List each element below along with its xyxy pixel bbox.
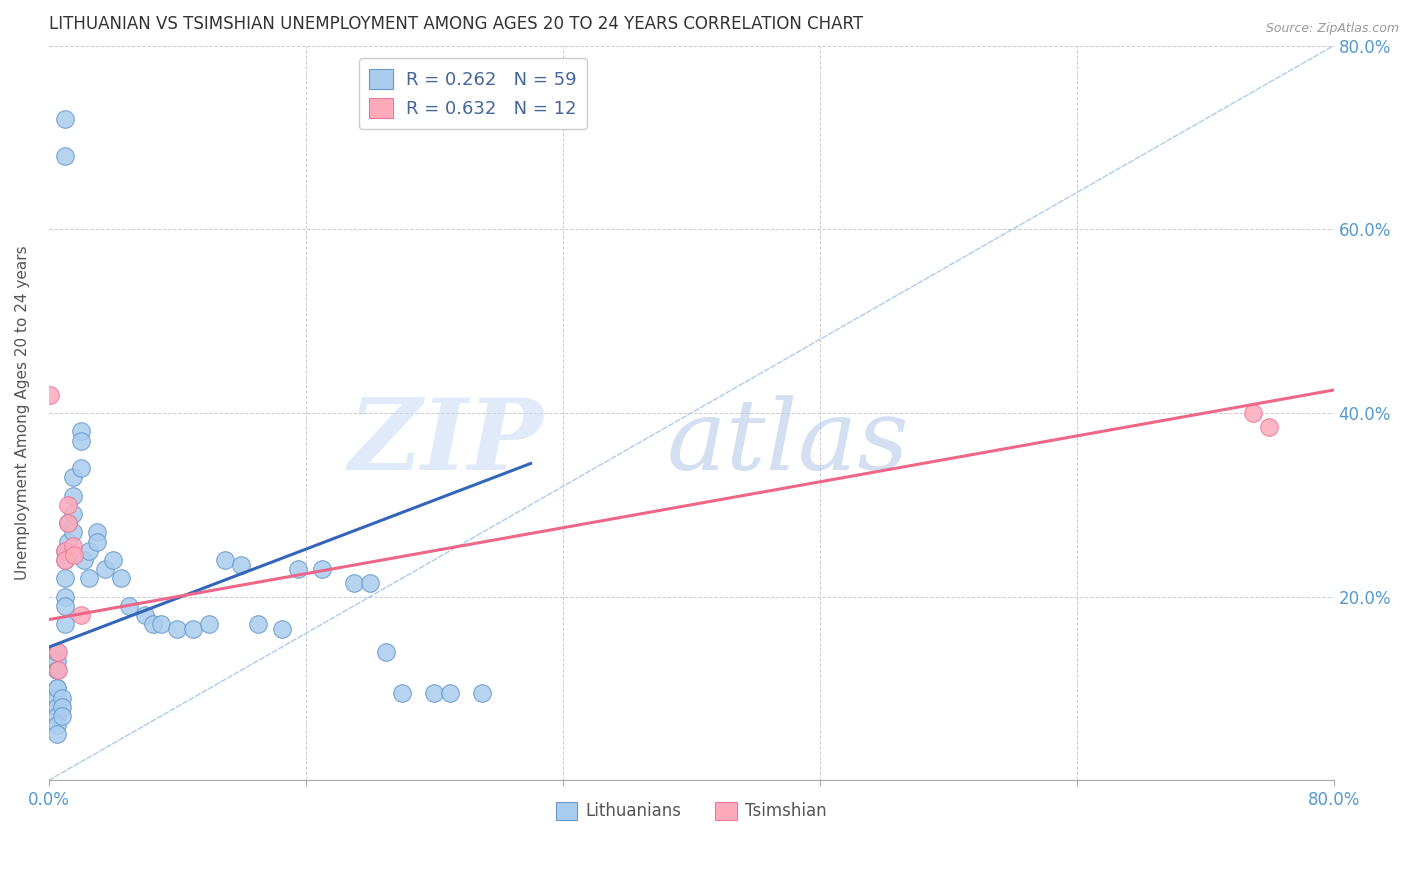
Text: Source: ZipAtlas.com: Source: ZipAtlas.com	[1265, 22, 1399, 36]
Point	[51, 690, 73, 705]
Point	[134, 607, 156, 622]
Point	[62, 489, 84, 503]
Point	[45, 727, 67, 741]
Point	[110, 571, 132, 585]
Point	[142, 617, 165, 632]
Point	[45, 663, 67, 677]
Point	[53, 543, 76, 558]
Text: LITHUANIAN VS TSIMSHIAN UNEMPLOYMENT AMONG AGES 20 TO 24 YEARS CORRELATION CHART: LITHUANIAN VS TSIMSHIAN UNEMPLOYMENT AMO…	[49, 15, 863, 33]
Point	[70, 607, 93, 622]
Point	[53, 543, 76, 558]
Point	[62, 507, 84, 521]
Point	[70, 425, 93, 439]
Point	[118, 599, 141, 613]
Point	[198, 617, 221, 632]
Point	[53, 571, 76, 585]
Point	[45, 645, 67, 659]
Point	[214, 553, 236, 567]
Point	[62, 470, 84, 484]
Point	[311, 562, 333, 576]
Point	[77, 543, 100, 558]
Point	[45, 681, 67, 696]
Text: ZIP: ZIP	[349, 394, 544, 491]
Point	[62, 539, 84, 553]
Point	[86, 534, 108, 549]
Point	[246, 617, 269, 632]
Point	[77, 571, 100, 585]
Point	[56, 516, 79, 531]
Point	[359, 575, 381, 590]
Point	[1258, 419, 1281, 434]
Point	[45, 663, 67, 677]
Point	[101, 553, 124, 567]
Point	[70, 461, 93, 475]
Point	[39, 387, 62, 401]
Point	[53, 553, 76, 567]
Point	[181, 622, 204, 636]
Point	[53, 112, 76, 127]
Point	[48, 645, 70, 659]
Point	[53, 590, 76, 604]
Point	[439, 686, 461, 700]
Point	[51, 699, 73, 714]
Point	[150, 617, 173, 632]
Y-axis label: Unemployment Among Ages 20 to 24 years: Unemployment Among Ages 20 to 24 years	[15, 245, 30, 581]
Point	[391, 686, 413, 700]
Point	[45, 690, 67, 705]
Point	[343, 575, 366, 590]
Point	[45, 718, 67, 732]
Point	[471, 686, 494, 700]
Point	[62, 525, 84, 540]
Point	[48, 663, 70, 677]
Point	[94, 562, 117, 576]
Point	[63, 549, 86, 563]
Point	[53, 617, 76, 632]
Point	[166, 622, 188, 636]
Point	[70, 434, 93, 448]
Point	[73, 553, 96, 567]
Point	[56, 498, 79, 512]
Point	[423, 686, 446, 700]
Point	[86, 525, 108, 540]
Point	[53, 599, 76, 613]
Point	[231, 558, 253, 572]
Legend: Lithuanians, Tsimshian: Lithuanians, Tsimshian	[550, 795, 834, 827]
Point	[287, 562, 309, 576]
Point	[56, 534, 79, 549]
Point	[51, 709, 73, 723]
Point	[53, 553, 76, 567]
Point	[53, 149, 76, 163]
Point	[45, 699, 67, 714]
Point	[1241, 406, 1264, 420]
Point	[270, 622, 292, 636]
Text: atlas: atlas	[666, 395, 908, 490]
Point	[56, 516, 79, 531]
Point	[45, 709, 67, 723]
Point	[45, 681, 67, 696]
Point	[45, 654, 67, 668]
Point	[375, 645, 398, 659]
